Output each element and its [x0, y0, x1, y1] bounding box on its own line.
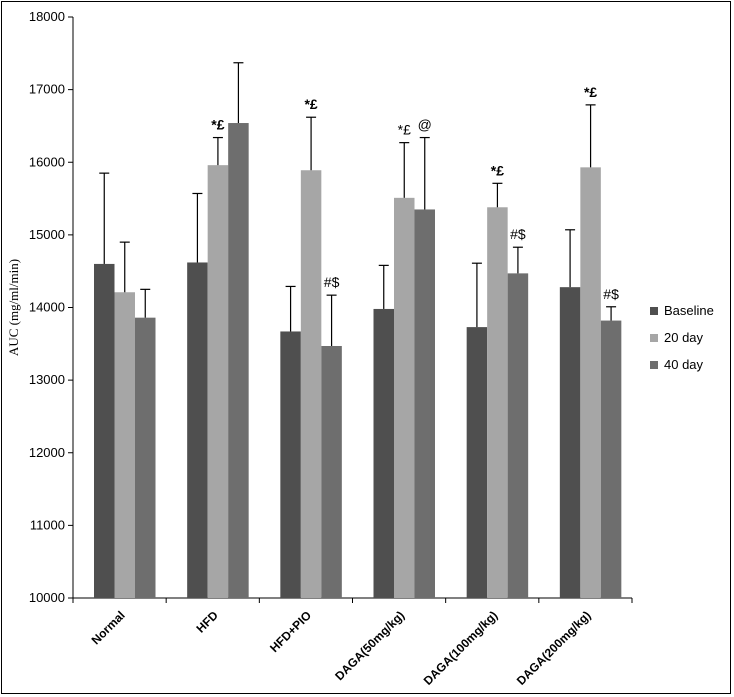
bar-20-day	[114, 292, 135, 598]
bar-baseline	[280, 331, 301, 598]
x-tick-label: DAGA(200mg/kg)	[514, 608, 594, 688]
bar-baseline	[373, 308, 394, 598]
legend-label: 40 day	[664, 357, 704, 372]
significance-annotation: *£	[398, 122, 411, 138]
x-tick-label: Normal	[89, 608, 128, 647]
significance-annotation: #$	[603, 286, 619, 302]
bar-40-day	[414, 209, 435, 599]
bar-baseline	[94, 263, 115, 598]
y-tick-label: 10000	[29, 590, 65, 605]
legend-swatch	[650, 307, 658, 315]
x-tick-label: HFD	[194, 608, 222, 636]
y-tick-label: 17000	[29, 82, 65, 97]
bar-baseline	[187, 262, 208, 598]
y-tick-label: 14000	[29, 300, 65, 315]
bar-20-day	[207, 165, 229, 598]
bar-20-day	[300, 170, 322, 598]
legend-swatch	[650, 334, 658, 342]
bar-40-day	[135, 317, 156, 598]
bar-20-day	[394, 197, 415, 598]
y-tick-label: 11000	[30, 517, 65, 532]
significance-annotation: @	[418, 117, 432, 133]
y-tick-label: 12000	[29, 445, 65, 460]
y-tick-label: 13000	[29, 372, 65, 387]
legend-swatch	[650, 361, 658, 369]
x-tick-label: DAGA(100mg/kg)	[421, 608, 501, 688]
x-tick-label: DAGA(50mg/kg)	[332, 608, 407, 683]
significance-annotation: #$	[324, 274, 340, 290]
significance-annotation: #$	[510, 226, 526, 242]
significance-annotation: *£	[304, 96, 317, 112]
y-tick-label: 18000	[29, 9, 65, 24]
bar-baseline	[466, 327, 488, 598]
y-tick-label: 16000	[29, 154, 65, 169]
legend-label: 20 day	[664, 330, 704, 345]
significance-annotation: *£	[584, 84, 597, 100]
x-tick-label: HFD+PIO	[267, 608, 314, 655]
bar-40-day	[321, 345, 342, 598]
significance-annotation: *£	[491, 162, 504, 178]
bar-40-day	[507, 273, 529, 598]
bar-20-day	[580, 167, 601, 599]
y-axis-label: AUC (mg/ml/min)	[6, 259, 21, 356]
bar-baseline	[559, 287, 581, 598]
y-tick-label: 15000	[29, 227, 65, 242]
significance-annotation: *£	[211, 117, 224, 133]
bar-40-day	[228, 123, 249, 598]
bar-20-day	[487, 207, 508, 598]
legend-label: Baseline	[664, 303, 714, 318]
bar-40-day	[600, 320, 622, 598]
